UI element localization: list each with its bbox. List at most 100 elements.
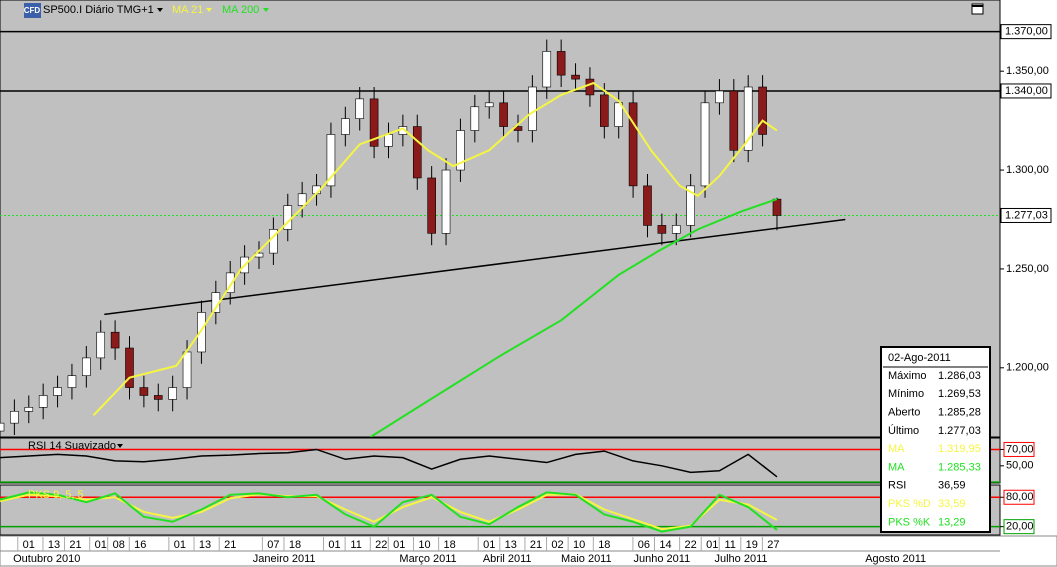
candle-body <box>38 395 48 408</box>
info-label: Máximo <box>888 370 927 382</box>
rsi-label[interactable]: RSI 14 Suavizado <box>28 440 116 452</box>
price-panel <box>0 0 1001 438</box>
y-tick-label: 70,00 <box>1006 443 1034 455</box>
x-tick-label: 19 <box>746 539 758 551</box>
candle-body <box>772 198 782 216</box>
x-tick-label: 06 <box>638 539 650 551</box>
candle-body <box>182 351 192 388</box>
tick-box <box>1003 489 1035 505</box>
level-label: 1.370,00 <box>1005 26 1048 38</box>
candle-body <box>412 126 422 179</box>
y-tick-label: 50,00 <box>1006 460 1034 472</box>
x-tick-label: 13 <box>505 539 517 551</box>
trendline <box>104 218 846 316</box>
info-label: PKS %D <box>888 498 931 510</box>
app-icon[interactable] <box>24 3 41 18</box>
candle-body <box>585 78 595 96</box>
stoch-label[interactable]: PKS 9, 5, 5 <box>28 489 84 501</box>
last-price-label: 1.277,03 <box>1005 209 1048 221</box>
series-line <box>0 448 778 478</box>
candle-body <box>729 90 739 151</box>
info-value: 33,59 <box>938 498 966 510</box>
x-tick-label: 27 <box>767 539 779 551</box>
tick-box <box>1003 441 1035 457</box>
month-label: Outubro 2010 <box>13 553 80 565</box>
x-tick-label: 22 <box>375 539 387 551</box>
candle-body <box>686 185 695 226</box>
info-box-frame <box>880 346 991 533</box>
x-tick-label: 01 <box>174 539 186 551</box>
info-label: RSI <box>888 480 906 492</box>
axes: 1.200,00 1.250,00 1.300,00 1.350,00 1.370,00… <box>13 24 1052 565</box>
info-date: 02-Ago-2011 <box>888 352 951 364</box>
x-tick-label: 01 <box>393 539 405 551</box>
candle-body <box>628 102 638 187</box>
y-tick-label: 20,00 <box>1006 521 1034 533</box>
month-label: Abril 2011 <box>483 553 532 565</box>
x-tick-label: 10 <box>418 539 430 551</box>
candle-body <box>0 422 5 432</box>
x-tick-label: 08 <box>113 539 125 551</box>
info-value: 1.269,53 <box>938 388 981 400</box>
info-value: 13,29 <box>938 516 966 528</box>
candle-body <box>499 102 508 127</box>
window-button[interactable] <box>971 3 984 15</box>
level-label: 1.340,00 <box>1005 85 1048 97</box>
x-tick-label: 14 <box>659 539 671 551</box>
candle-body <box>355 98 365 119</box>
chart-title[interactable]: SP500.I Diário TMG+1 <box>43 4 154 16</box>
stoch-panel <box>0 484 1001 536</box>
candle-body <box>96 331 106 359</box>
x-tick-label: 01 <box>95 539 107 551</box>
candle-body <box>600 94 609 127</box>
candle-body <box>384 134 393 147</box>
x-tick-label: 10 <box>573 539 585 551</box>
candle-body <box>484 102 494 108</box>
candle-body <box>369 98 379 147</box>
legend-ma21[interactable]: MA 21 <box>172 4 203 16</box>
legend-ma200[interactable]: MA 200 <box>222 4 259 16</box>
info-label: Mínimo <box>888 388 924 400</box>
stoch-plot <box>0 491 1000 533</box>
candle-body <box>326 134 336 187</box>
x-tick-label: 18 <box>444 539 456 551</box>
dropdown-arrow[interactable] <box>206 8 212 12</box>
candle-body <box>139 387 149 396</box>
candle-body <box>10 410 19 424</box>
y-tick-label: 1.350,00 <box>1006 65 1049 77</box>
y-tick-label: 1.250,00 <box>1006 263 1049 275</box>
dropdown-arrow[interactable] <box>117 444 123 448</box>
series-line <box>369 198 778 437</box>
info-label: PKS %K <box>888 516 931 528</box>
x-tick-label: 18 <box>289 539 301 551</box>
x-tick-label: 21 <box>69 539 81 551</box>
dropdown-arrow[interactable] <box>263 8 269 12</box>
info-label: Último <box>888 424 919 437</box>
candle-body <box>614 102 624 127</box>
candle-body <box>743 86 753 151</box>
level-label-box <box>1000 83 1052 99</box>
month-label: Maio 2011 <box>561 553 612 565</box>
candle-body <box>643 185 652 226</box>
candle-body <box>556 51 566 76</box>
candle-body <box>456 130 465 171</box>
month-label: Julho 2011 <box>714 553 767 565</box>
candle-body <box>125 347 134 388</box>
candle-body <box>441 169 451 234</box>
x-tick-label: 11 <box>350 539 361 551</box>
series-line <box>0 491 778 533</box>
candle-body <box>427 177 436 234</box>
dropdown-arrow[interactable] <box>157 8 163 12</box>
price-plot <box>0 30 1000 437</box>
candle-body <box>657 225 667 234</box>
candle-body <box>700 102 710 187</box>
info-box: 02-Ago-2011 Máximo 1.286,03 Mínimo 1.269,53… <box>880 346 991 533</box>
x-tick-label: 01 <box>328 539 340 551</box>
month-label: Janeiro 2011 <box>253 553 316 565</box>
candle-body <box>571 74 580 80</box>
info-label: Aberto <box>888 407 920 419</box>
series-line <box>92 81 778 416</box>
candle-body <box>197 312 206 353</box>
candle-body <box>671 225 681 234</box>
